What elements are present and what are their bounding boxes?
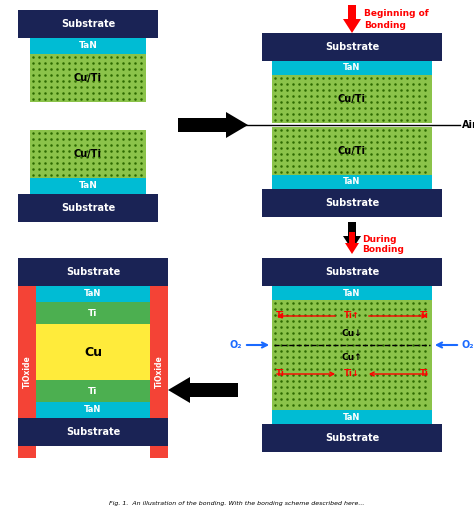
Text: Cu/Ti: Cu/Ti [74, 73, 102, 83]
Text: TaN: TaN [79, 41, 98, 50]
Text: TaN: TaN [84, 290, 102, 298]
Bar [36, 402, 150, 418]
Text: Ti: Ti [275, 311, 284, 321]
Bar [18, 286, 36, 458]
Text: Substrate: Substrate [66, 427, 120, 437]
Text: TaN: TaN [343, 289, 361, 297]
Bar [262, 258, 442, 286]
Text: Cu: Cu [84, 346, 102, 358]
Text: Substrate: Substrate [325, 42, 379, 52]
Bar [30, 130, 146, 178]
Bar [30, 38, 146, 54]
Bar [18, 258, 168, 286]
Bar [272, 300, 432, 410]
Bar [262, 424, 442, 452]
Text: Ti↓: Ti↓ [344, 369, 360, 379]
Text: Substrate: Substrate [61, 19, 115, 29]
Bar [272, 61, 432, 75]
Bar [36, 324, 150, 380]
Text: TaN: TaN [343, 412, 361, 422]
Text: Cu/Ti: Cu/Ti [338, 94, 366, 104]
Text: TiOxide: TiOxide [155, 356, 164, 388]
Text: Ti: Ti [419, 311, 428, 321]
Bar [272, 410, 432, 424]
Text: Substrate: Substrate [66, 267, 120, 277]
Text: Ti: Ti [275, 369, 284, 379]
Text: TaN: TaN [84, 406, 102, 414]
Text: Substrate: Substrate [325, 198, 379, 208]
Bar [150, 286, 168, 458]
Bar [262, 33, 442, 61]
Text: Substrate: Substrate [325, 267, 379, 277]
Polygon shape [178, 112, 248, 138]
Text: Ti: Ti [419, 369, 428, 379]
Text: Cu/Ti: Cu/Ti [338, 146, 366, 156]
Bar [36, 380, 150, 402]
Text: Cu/Ti: Cu/Ti [74, 149, 102, 159]
Text: O₂: O₂ [462, 340, 474, 350]
Text: Bonding: Bonding [364, 21, 406, 30]
Text: Fig. 1.  An illustration of the bonding. With the bonding scheme described here.: Fig. 1. An illustration of the bonding. … [109, 500, 365, 506]
Bar [36, 286, 150, 302]
Text: Cu↓: Cu↓ [342, 328, 362, 338]
Text: TiOxide: TiOxide [22, 356, 31, 388]
Bar [272, 75, 432, 123]
Text: Air: Air [462, 120, 474, 130]
Text: Ti: Ti [88, 386, 98, 396]
Bar [18, 10, 158, 38]
Polygon shape [345, 232, 359, 254]
Polygon shape [343, 5, 361, 33]
Polygon shape [343, 222, 361, 250]
Text: TaN: TaN [79, 181, 98, 191]
Bar [272, 175, 432, 189]
Text: O₂: O₂ [229, 340, 242, 350]
Text: Cu↑: Cu↑ [342, 353, 362, 362]
Bar [262, 189, 442, 217]
Polygon shape [168, 377, 238, 403]
Text: Substrate: Substrate [61, 203, 115, 213]
Bar [272, 127, 432, 175]
Bar [18, 194, 158, 222]
Bar [30, 54, 146, 102]
Bar [36, 302, 150, 324]
Text: Substrate: Substrate [325, 433, 379, 443]
Bar [30, 178, 146, 194]
Bar [272, 286, 432, 300]
Text: Beginning of: Beginning of [364, 9, 429, 19]
Text: Bonding: Bonding [362, 244, 404, 253]
Text: Ti↑: Ti↑ [344, 311, 360, 321]
Text: TaN: TaN [343, 64, 361, 73]
Text: Air: Air [226, 120, 242, 130]
Text: TaN: TaN [343, 178, 361, 186]
Bar [18, 418, 168, 446]
Text: During: During [362, 235, 396, 243]
Text: Ti: Ti [88, 309, 98, 318]
